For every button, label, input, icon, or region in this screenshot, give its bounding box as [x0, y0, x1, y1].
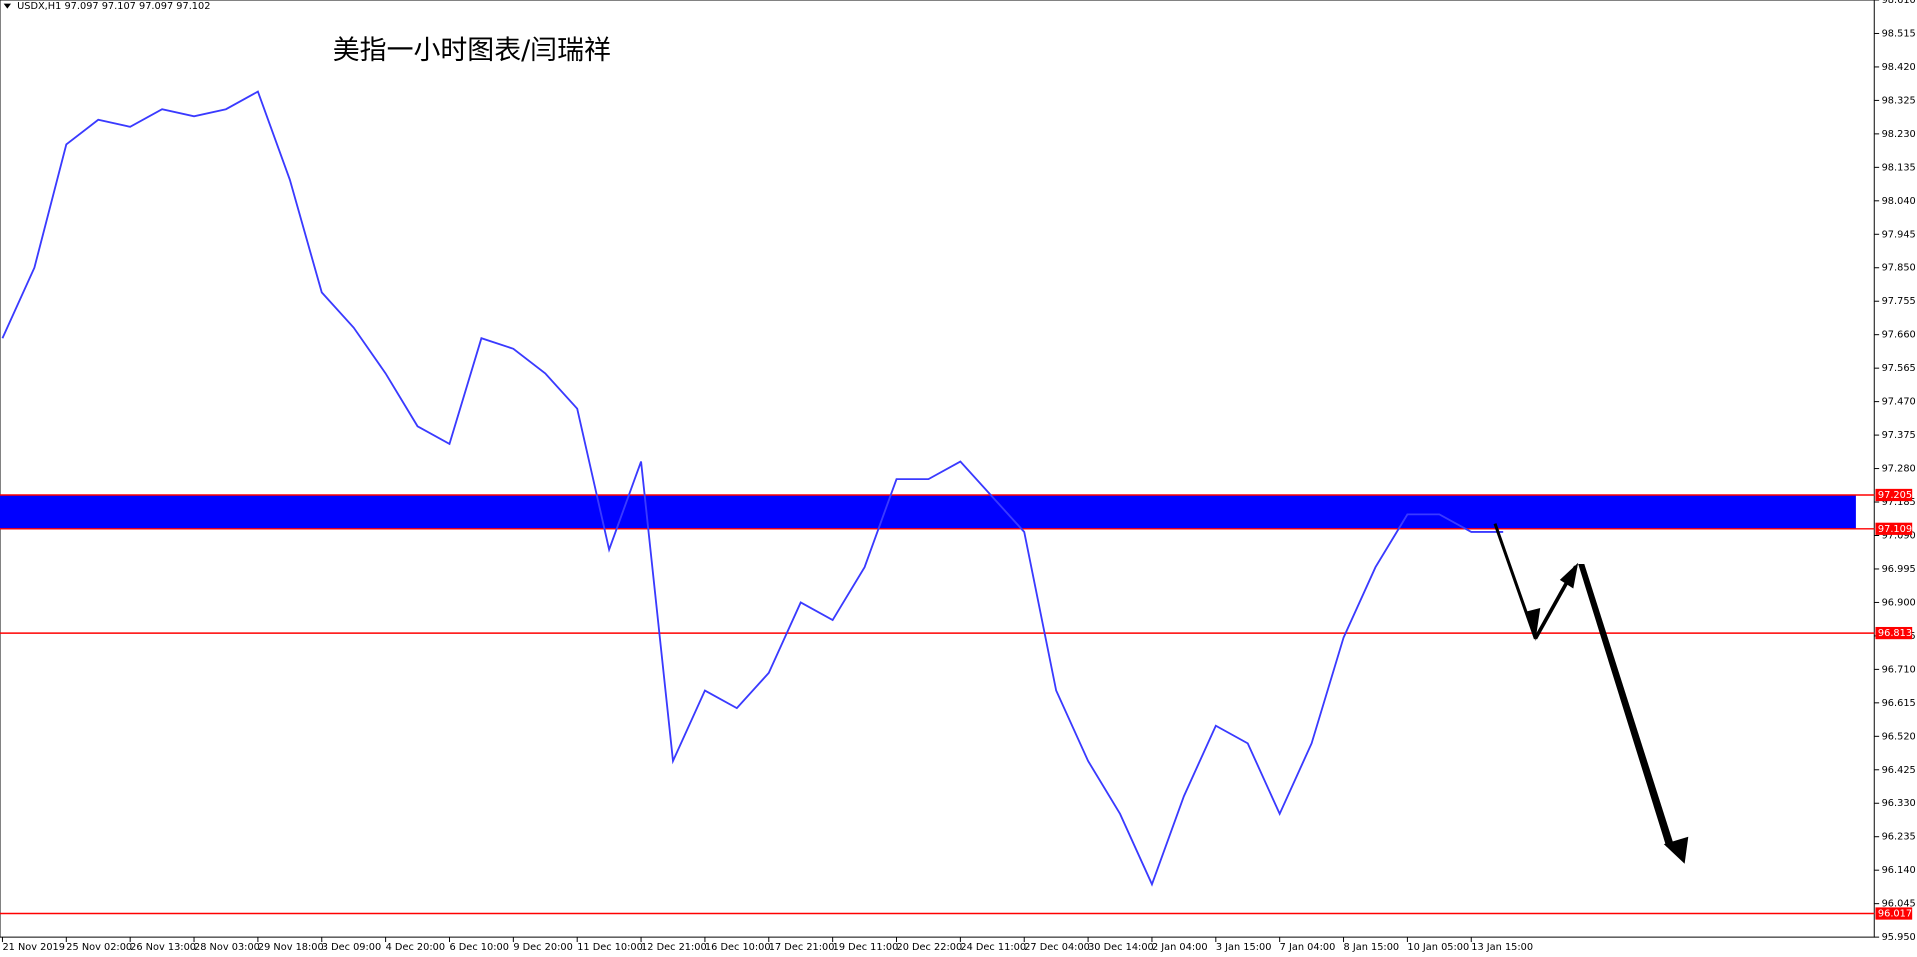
y-tick-label: 95.950 [1882, 932, 1916, 943]
x-tick-label: 6 Dec 10:00 [449, 942, 508, 953]
x-tick-label: 8 Jan 15:00 [1344, 942, 1400, 953]
y-tick-label: 96.425 [1882, 765, 1916, 776]
arrow-head [1559, 562, 1579, 589]
level-label: 96.813 [1878, 628, 1912, 639]
y-tick-label: 97.470 [1882, 397, 1916, 408]
x-tick-label: 30 Dec 14:00 [1088, 942, 1154, 953]
y-tick-label: 98.230 [1882, 129, 1916, 140]
x-tick-label: 12 Dec 21:00 [641, 942, 707, 953]
level-label-bg [1875, 626, 1913, 640]
x-tick-label: 10 Jan 05:00 [1407, 942, 1469, 953]
x-tick-label: 16 Dec 10:00 [705, 942, 771, 953]
y-tick-label: 97.755 [1882, 296, 1916, 307]
y-tick-label: 97.280 [1882, 464, 1916, 475]
x-tick-label: 21 Nov 2019 [2, 942, 65, 953]
level-label: 97.205 [1878, 490, 1912, 501]
x-tick-label: 9 Dec 20:00 [513, 942, 572, 953]
y-tick-label: 96.520 [1882, 731, 1916, 742]
plot-frame [0, 0, 1875, 938]
symbol-header: USDX,H1 97.097 97.107 97.097 97.102 [17, 1, 210, 12]
x-tick-label: 19 Dec 11:00 [833, 942, 899, 953]
arrow [1578, 563, 1674, 847]
x-tick-label: 26 Nov 13:00 [130, 942, 196, 953]
header-icon [3, 3, 12, 9]
y-tick-label: 96.235 [1882, 832, 1916, 843]
y-tick-label: 96.045 [1882, 899, 1916, 910]
x-tick-label: 4 Dec 20:00 [386, 942, 445, 953]
level-label-bg [1875, 522, 1913, 535]
y-tick-label: 97.850 [1882, 263, 1916, 274]
x-tick-label: 3 Jan 15:00 [1216, 942, 1272, 953]
y-tick-label: 98.135 [1882, 162, 1916, 173]
x-tick-label: 27 Dec 04:00 [1024, 942, 1090, 953]
marks [0, 90, 1875, 915]
y-tick-label: 97.945 [1882, 229, 1916, 240]
y-tick-label: 96.995 [1882, 564, 1916, 575]
x-tick-label: 11 Dec 10:00 [577, 942, 643, 953]
y-tick-label: 98.040 [1882, 196, 1916, 207]
x-tick-label: 13 Jan 15:00 [1471, 942, 1533, 953]
y-tick-label: 97.565 [1882, 363, 1916, 374]
level-label-bg [1875, 488, 1913, 502]
x-tick-label: 2 Jan 04:00 [1152, 942, 1208, 953]
y-tick-label: 97.185 [1882, 497, 1916, 508]
y-tick-label: 98.325 [1882, 95, 1916, 106]
level-label: 96.017 [1878, 909, 1912, 920]
chart-title: 美指一小时图表/闫瑞祥 [333, 35, 611, 66]
arrow-head [1663, 836, 1689, 864]
x-tick-label: 3 Dec 09:00 [322, 942, 381, 953]
y-tick-label: 97.660 [1882, 330, 1916, 341]
y-tick-label: 96.330 [1882, 798, 1916, 809]
y-tick-label: 98.610 [1882, 0, 1916, 6]
y-tick-label: 97.375 [1882, 430, 1916, 441]
x-tick-label: 7 Jan 04:00 [1280, 942, 1336, 953]
x-tick-label: 17 Dec 21:00 [769, 942, 835, 953]
x-tick-label: 28 Nov 03:00 [194, 942, 260, 953]
y-tick-label: 96.615 [1882, 698, 1916, 709]
price-line [1, 90, 1504, 887]
y-tick-label: 98.515 [1882, 28, 1916, 39]
x-tick-label: 25 Nov 02:00 [66, 942, 132, 953]
level-label-bg [1875, 907, 1913, 920]
y-tick-label: 97.090 [1882, 530, 1916, 541]
zone-band [0, 494, 1856, 529]
y-tick-label: 96.710 [1882, 664, 1916, 675]
y-tick-label: 96.900 [1882, 597, 1916, 608]
x-tick-label: 29 Nov 18:00 [258, 942, 324, 953]
x-tick-label: 24 Dec 11:00 [960, 942, 1026, 953]
level-label: 97.109 [1878, 524, 1912, 535]
y-tick-label: 98.420 [1882, 62, 1916, 73]
x-tick-label: 20 Dec 22:00 [897, 942, 963, 953]
y-tick-label: 96.140 [1882, 865, 1916, 876]
